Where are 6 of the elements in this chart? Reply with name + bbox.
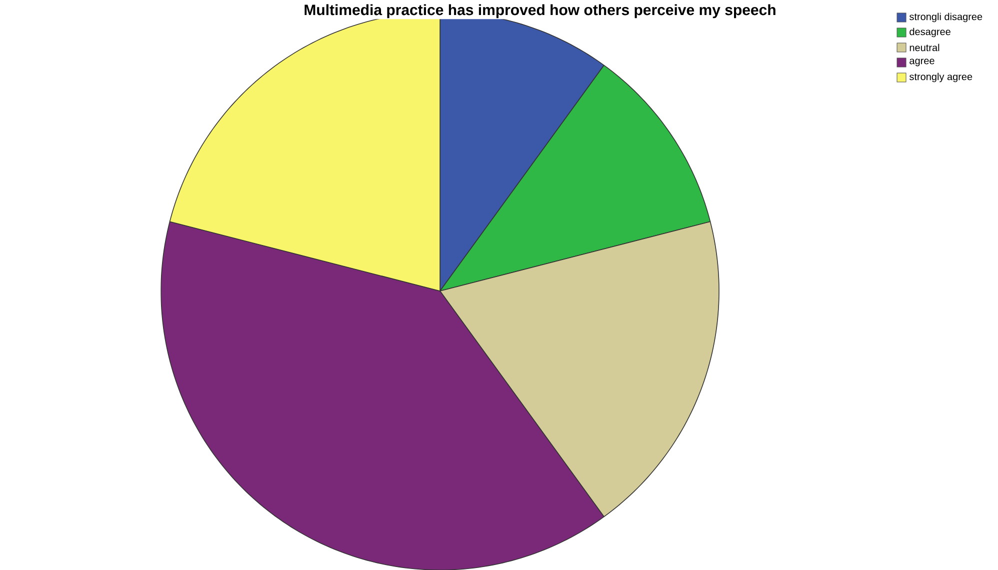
legend-label: strongly agree <box>909 72 972 82</box>
legend-label: neutral <box>910 44 940 52</box>
legend-label: desagree <box>910 28 950 38</box>
legend-label: agree <box>910 58 934 66</box>
legend-label: strongli disagree <box>909 12 982 22</box>
chart-title: Multimedia practice has improved how others perceive my speech <box>304 4 776 18</box>
